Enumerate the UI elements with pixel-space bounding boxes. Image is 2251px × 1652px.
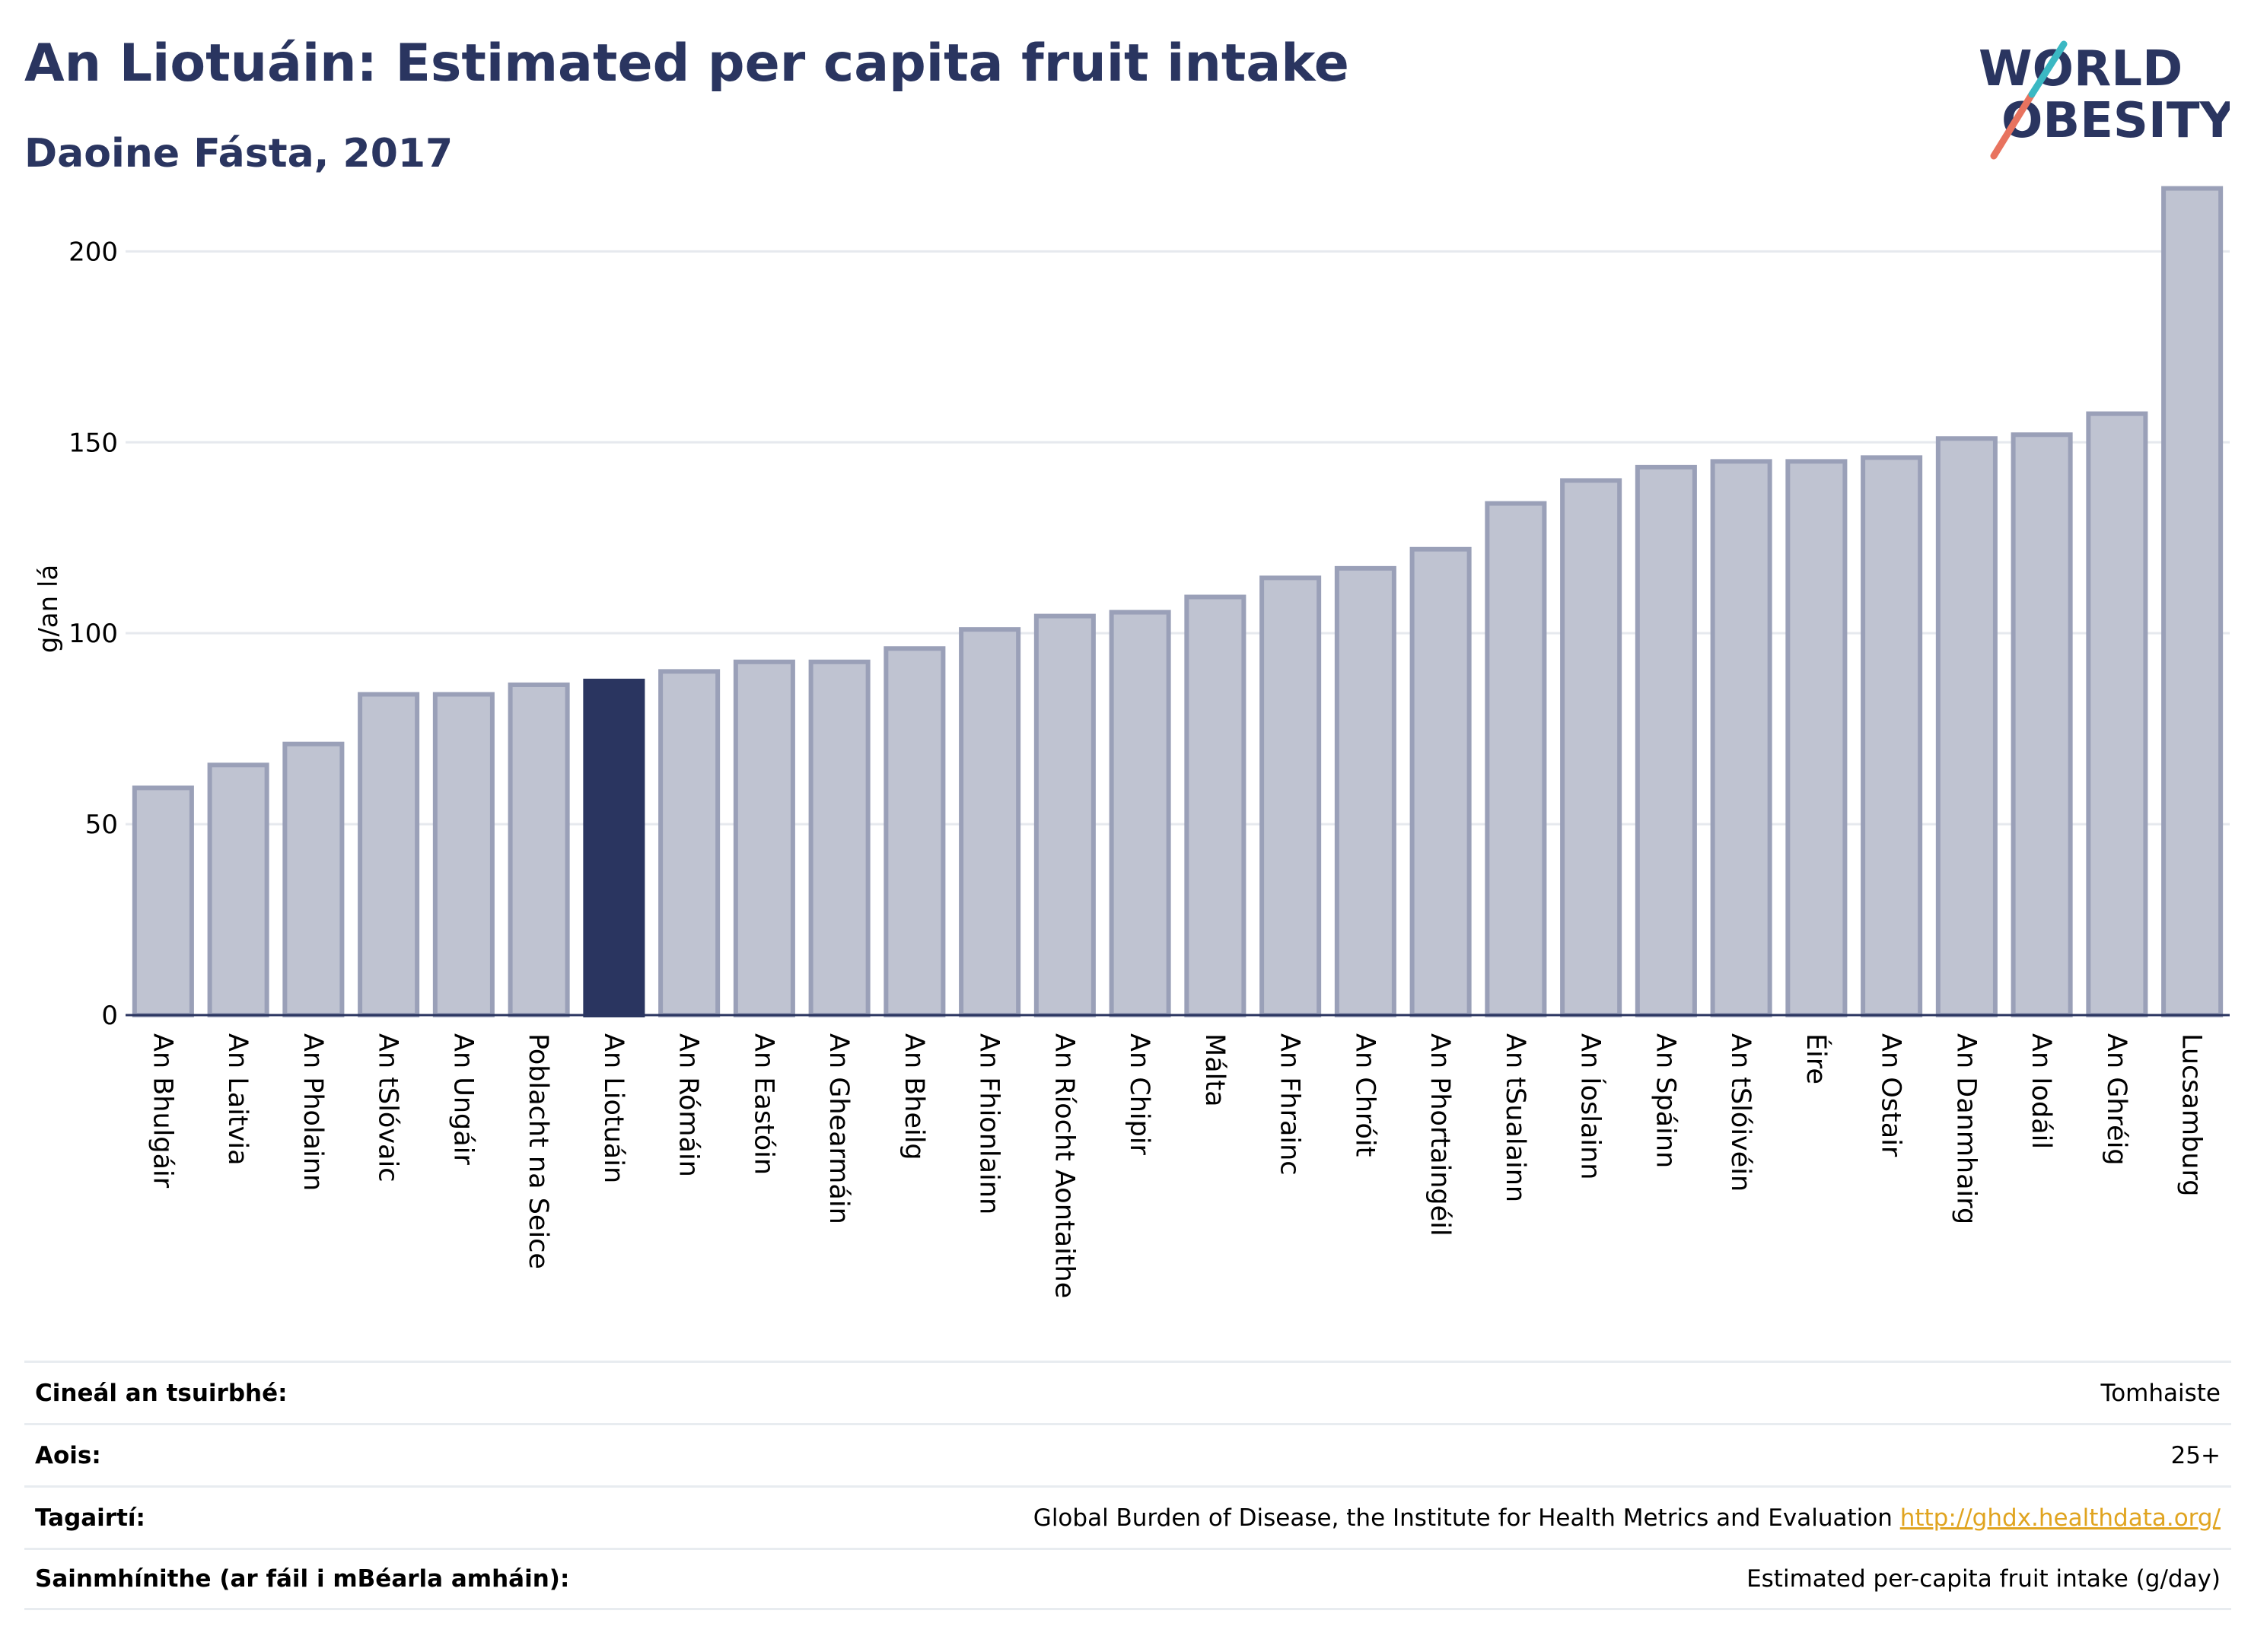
x-tick-label: An Bheilg — [899, 1033, 929, 1160]
bar-lucsamburg — [2161, 186, 2224, 1018]
x-tick-label: An Danmhairg — [1950, 1033, 1981, 1224]
bar-an-ostair — [1861, 455, 1923, 1017]
bar-an-liotuáin — [583, 678, 645, 1018]
bars — [132, 186, 2224, 1018]
reference-text: Global Burden of Disease, the Institute … — [1033, 1504, 1893, 1532]
bar-an-danmhairg — [1935, 436, 1998, 1017]
x-tick-label: An Ghréig — [2101, 1033, 2132, 1166]
x-tick-label: An Eastóin — [748, 1033, 778, 1175]
reference-link[interactable]: http://ghdx.healthdata.org/ — [1899, 1504, 2221, 1532]
logo-line2: OBESITY — [2001, 93, 2230, 149]
bar-an-eastóin — [733, 659, 795, 1017]
meta-value: 25+ — [2170, 1441, 2221, 1469]
bar-an-phortaingéil — [1409, 546, 1472, 1017]
bar-an-pholainn — [282, 741, 345, 1018]
y-axis-label: g/an lá — [33, 565, 64, 654]
chart-subtitle: Daoine Fásta, 2017 — [24, 131, 454, 177]
bar-an-fhrainc — [1259, 575, 1322, 1017]
x-tick-labels: An Bhulgáir An Laitvia An Pholainn An tSlóv… — [147, 1033, 2206, 1298]
x-tick-label: An Chipir — [1124, 1033, 1154, 1156]
chart-title: An Liotuáin: Estimated per capita fruit … — [24, 33, 1349, 94]
x-tick-label: An Laitvia — [222, 1033, 253, 1166]
meta-value: Estimated per-capita fruit intake (g/day… — [1746, 1565, 2221, 1593]
bar-an-ríocht-aontaithe — [1033, 613, 1096, 1017]
x-tick-label: Poblacht na Seice — [523, 1033, 553, 1269]
bar-an-chipir — [1109, 610, 1171, 1017]
bar-an-rómáin — [658, 669, 721, 1017]
y-tick-label: 0 — [101, 1001, 118, 1031]
meta-label: Aois: — [35, 1441, 101, 1469]
x-tick-label: An Liotuáin — [598, 1033, 629, 1183]
logo-slash-teal — [2028, 40, 2068, 98]
bar-éire — [1785, 459, 1848, 1017]
x-tick-label: An tSlóvaic — [373, 1033, 403, 1182]
bar-chart: 0 50 100 150 200 An Bhulgáir An Laitvia An Pho… — [33, 186, 2230, 1298]
x-tick-label: An tSualainn — [1500, 1033, 1530, 1202]
bar-an-bheilg — [884, 646, 946, 1017]
meta-label: Tagairtí: — [35, 1504, 145, 1532]
x-tick-label: An Chróit — [1349, 1033, 1380, 1157]
bar-an-tslóvaic — [358, 692, 420, 1017]
bar-an-fhionlainn — [959, 627, 1021, 1017]
x-tick-label: An Bhulgáir — [147, 1033, 177, 1189]
bar-an-bhulgáir — [132, 785, 194, 1018]
bar-an-tslóivéin — [1710, 459, 1772, 1017]
y-tick-label: 100 — [68, 619, 118, 649]
bar-an-chróit — [1334, 565, 1396, 1017]
logo-slash-red — [1990, 91, 2036, 160]
bar-an-spáinn — [1635, 464, 1697, 1017]
bar-an-ghréig — [2086, 411, 2148, 1017]
x-tick-label: An Ostair — [1876, 1033, 1906, 1157]
x-tick-label: Málta — [1199, 1033, 1230, 1107]
meta-value: Tomhaiste — [2100, 1379, 2221, 1407]
y-tick-label: 200 — [68, 237, 118, 267]
meta-value: Global Burden of Disease, the Institute … — [1033, 1504, 2221, 1532]
y-tick-label: 50 — [85, 810, 118, 840]
bar-an-ungáir — [432, 692, 495, 1017]
meta-row-age: Aois: 25+ — [24, 1423, 2231, 1485]
x-tick-label: An Íoslainn — [1575, 1033, 1607, 1179]
meta-row-survey-type: Cineál an tsuirbhé: Tomhaiste — [24, 1361, 2231, 1423]
y-tick-label: 150 — [68, 428, 118, 458]
x-tick-label: An tSlóivéin — [1725, 1033, 1756, 1192]
x-tick-label: Lucsamburg — [2176, 1033, 2207, 1196]
meta-row-references: Tagairtí: Global Burden of Disease, the … — [24, 1485, 2231, 1548]
x-tick-label: An Ungáir — [447, 1033, 478, 1165]
world-obesity-logo: WORLD OBESITY — [1979, 40, 2230, 160]
meta-row-definitions: Sainmhínithe (ar fáil i mBéarla amháin):… — [24, 1548, 2231, 1610]
meta-label: Sainmhínithe (ar fáil i mBéarla amháin): — [35, 1565, 570, 1593]
bar-poblacht-na-seice — [508, 682, 570, 1017]
metadata-table: Cineál an tsuirbhé: Tomhaiste Aois: 25+ … — [24, 1361, 2231, 1610]
bar-an-iodáil — [2011, 432, 2073, 1017]
logo-line1: WORLD — [1979, 41, 2183, 97]
bar-an-tsualainn — [1485, 501, 1547, 1017]
x-tick-label: An Iodáil — [2026, 1033, 2056, 1149]
x-tick-label: An Spáinn — [1650, 1033, 1680, 1168]
x-tick-label: An Phortaingéil — [1425, 1033, 1455, 1237]
x-tick-label: An Ríocht Aontaithe — [1049, 1033, 1079, 1298]
x-tick-label: An Fhionlainn — [974, 1033, 1005, 1214]
bar-málta — [1184, 594, 1246, 1017]
x-tick-label: An Rómáin — [673, 1033, 704, 1177]
bar-an-ghearmáin — [808, 659, 871, 1017]
x-tick-label: An Fhrainc — [1275, 1033, 1305, 1176]
bar-an-laitvia — [207, 762, 269, 1017]
x-tick-label: Éire — [1800, 1033, 1832, 1084]
x-tick-label: An Pholainn — [298, 1033, 328, 1191]
meta-label: Cineál an tsuirbhé: — [35, 1379, 288, 1407]
x-tick-label: An Ghearmáin — [823, 1033, 854, 1224]
y-tick-labels: 0 50 100 150 200 — [68, 237, 118, 1031]
bar-an-íoslainn — [1560, 478, 1622, 1017]
